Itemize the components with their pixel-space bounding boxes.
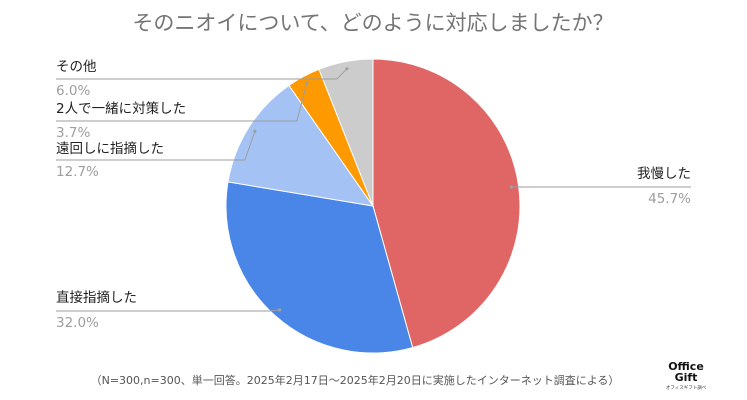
- leader-dot-2: [278, 308, 282, 312]
- slice-value-2: 32.0%: [56, 315, 99, 331]
- pie-slice-3: [227, 84, 375, 207]
- leader-line-5: [56, 68, 348, 80]
- slice-value-1: 45.7%: [648, 191, 691, 207]
- leader-lines: [56, 67, 691, 312]
- svg-text:Office: Office: [668, 360, 704, 373]
- leader-dot-4: [305, 81, 309, 85]
- slice-value-5: 6.0%: [56, 83, 90, 99]
- leader-line-2: [56, 309, 280, 312]
- pie-slice-1: [372, 58, 521, 349]
- slice-labels: 我慢した 45.7% 直接指摘した 32.0% 遠回しに指摘した 12.7% 2人で一緒に対…: [56, 59, 691, 331]
- svg-text:オフィスギフト調べ: オフィスギフト調べ: [666, 384, 707, 391]
- slice-label-2: 直接指摘した: [56, 289, 137, 306]
- survey-footnote: （N=300,n=300、単一回答。2025年2月17日〜2025年2月20日に…: [91, 373, 620, 387]
- slice-label-4: 2人で一緒に対策した: [56, 100, 186, 117]
- chart-title: そのニオイについて、どのように対応しましたか？: [132, 11, 613, 35]
- slice-value-3: 12.7%: [56, 164, 99, 180]
- slice-label-1: 我慢した: [637, 165, 691, 182]
- slice-label-3: 遠回しに指摘した: [56, 140, 164, 157]
- leader-dot-3: [253, 129, 257, 133]
- leader-dot-5: [345, 67, 349, 71]
- pie-slices: [225, 58, 521, 354]
- leader-dot-1: [509, 185, 513, 189]
- slice-value-4: 3.7%: [56, 125, 90, 141]
- leader-line-4: [56, 82, 308, 122]
- leader-line-3: [56, 131, 256, 161]
- pie-slice-5: [318, 58, 374, 207]
- office-gift-logo: Office Gift オフィスギフト調べ: [666, 360, 707, 391]
- svg-text:Gift: Gift: [675, 371, 698, 384]
- slice-label-5: その他: [56, 59, 97, 75]
